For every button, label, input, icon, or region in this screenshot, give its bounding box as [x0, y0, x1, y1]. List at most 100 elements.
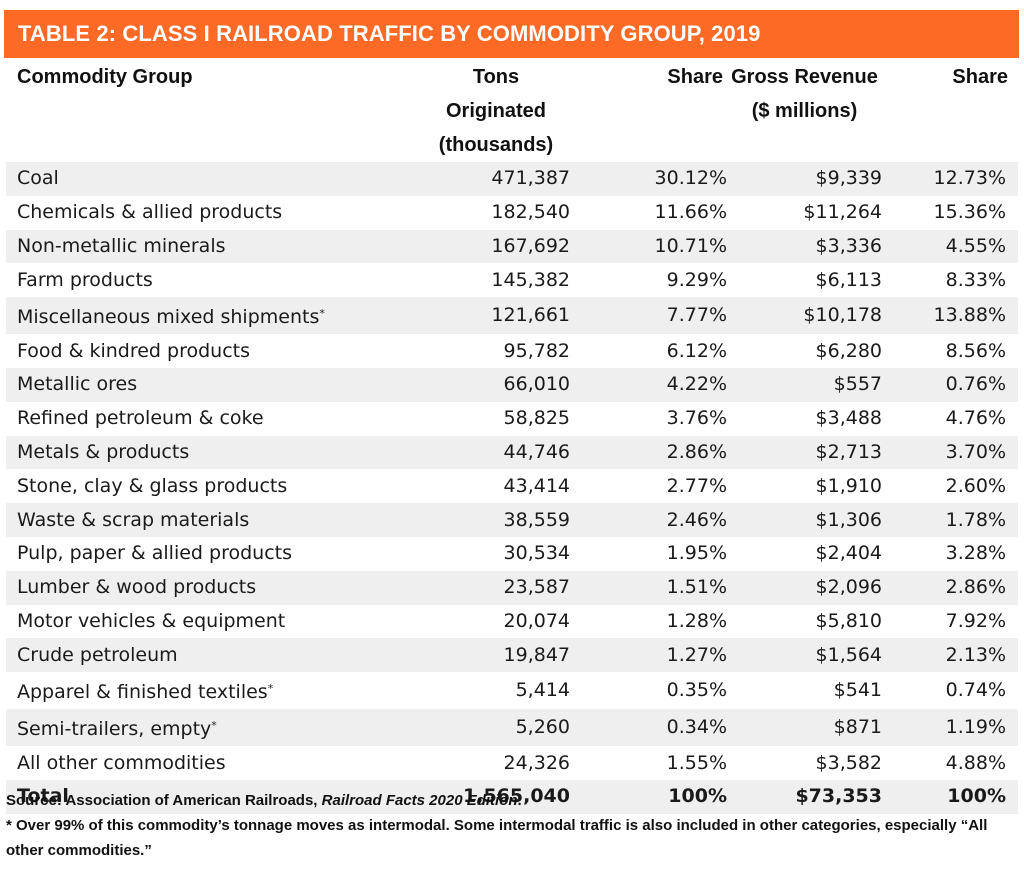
revenue-share: 8.56%: [945, 339, 1006, 362]
table-row: All other commodities 24,326 1.55% $3,582 4.…: [6, 746, 1018, 780]
commodity-name: All other commodities: [6, 746, 422, 780]
commodity-label: Motor vehicles & equipment: [17, 609, 286, 632]
revenue-share: 1.19%: [882, 709, 1018, 747]
revenue-share: 2.13%: [882, 638, 1018, 673]
gross-revenue: $871: [727, 709, 882, 747]
table-row: Lumber & wood products 23,587 1.51% $2,096 2…: [6, 570, 1018, 605]
tons-originated: 66,010: [422, 367, 570, 402]
tons-originated: 145,382: [491, 268, 570, 291]
gross-revenue: $2,404: [815, 542, 882, 565]
table-row: Non-metallic minerals 167,692 10.71% $3,336…: [6, 229, 1018, 264]
revenue-share: 2.86%: [882, 570, 1018, 605]
tons-originated: 95,782: [503, 339, 570, 362]
gross-revenue: $2,096: [727, 570, 882, 605]
tons-share: 0.34%: [570, 709, 727, 747]
commodity-label: Waste & scrap materials: [17, 508, 250, 531]
table-row: Metallic ores 66,010 4.22% $557 0.76%: [6, 367, 1018, 402]
table-row: Stone, clay & glass products 43,414 2.77% $…: [6, 469, 1018, 503]
table-body: Coal 471,387 30.12% $9,339 12.73% Chemicals &…: [6, 162, 1018, 814]
tons-share: 7.77%: [570, 297, 727, 335]
commodity-name: Motor vehicles & equipment: [6, 605, 422, 639]
commodity-label: All other commodities: [17, 751, 226, 774]
commodity-name: Coal: [6, 162, 422, 196]
revenue-share: 13.88%: [882, 297, 1018, 335]
commodity-name: Semi-trailers, empty*: [6, 709, 422, 747]
table-notes: Source: Association of American Railroad…: [6, 788, 1021, 863]
tons-share: 1.55%: [666, 751, 727, 774]
revenue-share: 2.60%: [945, 474, 1006, 497]
revenue-share: 0.76%: [882, 367, 1018, 402]
revenue-share: 1.78%: [882, 503, 1018, 537]
tons-originated: 38,559: [422, 503, 570, 537]
tons-originated: 20,074: [503, 609, 570, 632]
commodity-name: Farm products: [6, 263, 422, 297]
commodity-label: Non-metallic minerals: [17, 234, 226, 257]
tons-share: 2.86%: [570, 435, 727, 470]
commodity-table: Commodity Group Tons Originated (thousand…: [6, 60, 1018, 814]
commodity-label: Metallic ores: [17, 373, 138, 396]
table-row: Refined petroleum & coke 58,825 3.76% $3,48…: [6, 402, 1018, 436]
gross-revenue: $1,306: [727, 503, 882, 537]
table-row: Semi-trailers, empty* 5,260 0.34% $871 1.19%: [6, 709, 1018, 747]
commodity-name: Stone, clay & glass products: [6, 469, 422, 503]
tons-share: 6.12%: [666, 339, 727, 362]
tons-share: 1.51%: [570, 570, 727, 605]
table-row: Motor vehicles & equipment 20,074 1.28% $5,…: [6, 605, 1018, 639]
commodity-label: Pulp, paper & allied products: [17, 542, 292, 565]
revenue-share: 3.28%: [945, 542, 1006, 565]
revenue-share: 4.76%: [945, 407, 1006, 430]
tons-share: 2.46%: [570, 503, 727, 537]
gross-revenue: $541: [833, 679, 882, 702]
footnote-marker: *: [319, 307, 325, 321]
tons-originated: 5,260: [422, 709, 570, 747]
source-note: Source: Association of American Railroad…: [6, 792, 522, 809]
table-row: Waste & scrap materials 38,559 2.46% $1,306…: [6, 503, 1018, 537]
commodity-label: Miscellaneous mixed shipments: [17, 306, 320, 329]
gross-revenue: $3,488: [815, 407, 882, 430]
commodity-label: Metals & products: [17, 440, 190, 463]
gross-revenue: $10,178: [727, 297, 882, 335]
total-row: Total 1,565,040 100% $73,353 100%: [6, 779, 1018, 814]
tons-originated: 19,847: [422, 638, 570, 673]
table-title: TABLE 2: CLASS I RAILROAD TRAFFIC BY COM…: [4, 10, 1019, 58]
tons-share: 11.66%: [654, 201, 727, 224]
tons-originated: 24,326: [503, 751, 570, 774]
header-revenue-share: Share: [952, 66, 1008, 88]
commodity-label: Coal: [17, 167, 59, 190]
commodity-label: Stone, clay & glass products: [17, 474, 288, 497]
total-tons: 1,565,040: [422, 779, 570, 814]
table-row: Crude petroleum 19,847 1.27% $1,564 2.13%: [6, 638, 1018, 673]
commodity-name: Pulp, paper & allied products: [6, 537, 422, 571]
tons-originated: 58,825: [503, 407, 570, 430]
commodity-name: Chemicals & allied products: [6, 196, 422, 230]
tons-share: 1.28%: [666, 609, 727, 632]
revenue-share: 0.74%: [945, 679, 1006, 702]
header-tons-originated: Tons Originated (thousands): [438, 66, 554, 156]
tons-share: 1.95%: [666, 542, 727, 565]
gross-revenue: $1,564: [727, 638, 882, 673]
header-tons-share: Share: [667, 66, 723, 88]
commodity-label: Semi-trailers, empty: [17, 718, 212, 741]
header-gross-revenue: Gross Revenue ($ millions): [731, 66, 878, 122]
commodity-label: Refined petroleum & coke: [17, 407, 264, 430]
revenue-share: 12.73%: [882, 162, 1018, 196]
tons-share: 0.35%: [666, 679, 727, 702]
tons-originated: 44,746: [422, 435, 570, 470]
gross-revenue: $557: [727, 367, 882, 402]
tons-originated: 43,414: [503, 474, 570, 497]
source-publication-title: Railroad Facts 2020 Edition: [321, 792, 518, 809]
gross-revenue: $9,339: [727, 162, 882, 196]
commodity-name: Food & kindred products: [6, 334, 422, 368]
footnote: * Over 99% of this commodity’s tonnage m…: [6, 817, 988, 859]
tons-originated: 23,587: [422, 570, 570, 605]
gross-revenue: $3,336: [727, 229, 882, 264]
commodity-name: Metals & products: [6, 435, 422, 470]
revenue-share: 4.88%: [945, 751, 1006, 774]
tons-originated: 30,534: [503, 542, 570, 565]
footnote-marker: *: [211, 719, 217, 733]
gross-revenue: $5,810: [815, 609, 882, 632]
footnote-marker: *: [267, 682, 274, 696]
tons-originated: 121,661: [422, 297, 570, 335]
commodity-name: Miscellaneous mixed shipments*: [6, 297, 422, 335]
gross-revenue: $6,113: [815, 268, 882, 291]
